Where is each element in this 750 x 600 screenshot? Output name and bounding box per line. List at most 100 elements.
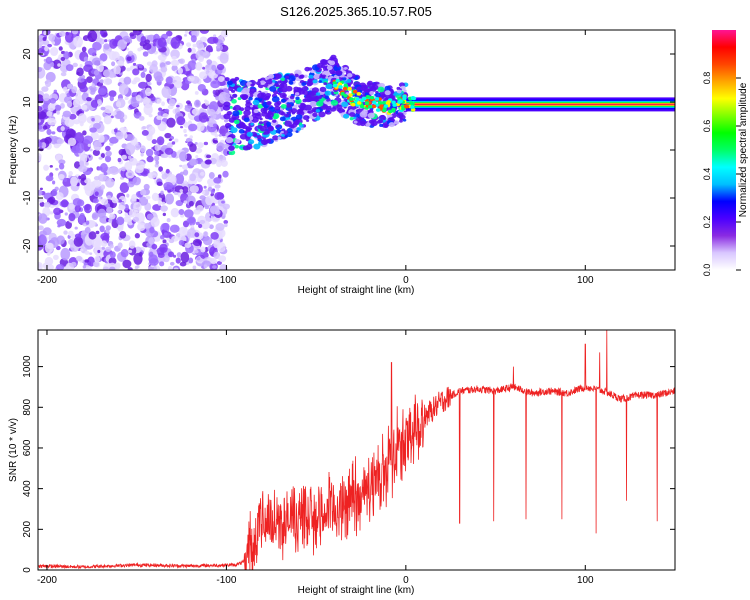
noise-blob [191, 224, 195, 229]
ridge-core-blob [372, 100, 377, 105]
noise-blob [160, 171, 165, 175]
ridge-blob [296, 111, 301, 115]
colorbar-gradient [712, 30, 736, 270]
ridge-blob [295, 130, 299, 133]
noise-blob [175, 104, 180, 108]
noise-blob [114, 110, 125, 120]
noise-blob [161, 86, 172, 98]
ridge-core-blob [386, 100, 391, 104]
noise-blob [164, 132, 172, 139]
noise-blob [180, 251, 190, 263]
ridge-core-blob [335, 78, 340, 83]
noise-blob [97, 99, 102, 105]
noise-blob [84, 259, 89, 263]
noise-blob [92, 149, 100, 156]
ridge-blob [233, 104, 242, 112]
ridge-blob [257, 92, 265, 99]
ridge-blob [315, 92, 321, 96]
snr-y-tick-label: 1000 [22, 355, 33, 378]
noise-blob [51, 188, 58, 197]
noise-blob [194, 142, 198, 145]
noise-blob [41, 49, 45, 53]
noise-blob [131, 193, 138, 202]
noise-blob [156, 98, 161, 104]
noise-blob [79, 85, 88, 93]
noise-blob [72, 198, 82, 206]
ridge-blob [318, 111, 326, 118]
snr-x-tick-label: -200 [37, 575, 57, 586]
noise-blob [41, 86, 49, 92]
ridge-blob [346, 78, 352, 83]
noise-blob [135, 94, 142, 102]
ridge-blob [258, 121, 264, 125]
ridge-blob [315, 109, 320, 113]
colorbar-tick-label: 0.8 [702, 72, 712, 85]
noise-blob [189, 143, 197, 153]
ridge-blob [330, 99, 339, 106]
noise-blob [104, 39, 108, 43]
noise-blob [204, 99, 208, 103]
ridge-blob [278, 88, 283, 92]
noise-blob [45, 56, 53, 64]
noise-blob [159, 261, 165, 267]
noise-blob [38, 111, 47, 120]
noise-blob [142, 51, 149, 57]
noise-blob [183, 121, 190, 128]
noise-blob [122, 259, 132, 269]
noise-blob [87, 256, 95, 267]
ridge-blob [335, 70, 343, 76]
noise-blob [199, 171, 205, 176]
noise-blob [160, 235, 165, 240]
noise-blob [117, 39, 127, 50]
noise-blob [56, 218, 67, 227]
noise-blob [109, 213, 116, 220]
ridge-core-blob [332, 83, 338, 88]
ridge-blob [313, 74, 320, 80]
noise-blob [86, 76, 93, 84]
noise-blob [199, 30, 210, 34]
noise-blob [123, 76, 132, 85]
ridge-blob [379, 123, 384, 127]
noise-blob [142, 96, 151, 106]
noise-blob [38, 234, 47, 247]
noise-blob [207, 109, 216, 116]
noise-blob [154, 163, 159, 168]
noise-blob [73, 161, 81, 169]
noise-blob [89, 148, 93, 152]
ridge-core-blob [365, 94, 371, 99]
noise-blob [67, 137, 77, 147]
noise-blob [140, 152, 144, 157]
ridge-blob [268, 73, 275, 79]
noise-blob [164, 193, 175, 205]
ridge-blob [269, 85, 277, 92]
noise-blob [39, 201, 45, 207]
noise-blob [187, 183, 192, 187]
noise-blob [158, 107, 163, 112]
noise-blob [154, 75, 164, 83]
noise-blob [52, 254, 59, 261]
noise-blob [109, 166, 120, 175]
band-layer [405, 103, 675, 106]
noise-blob [195, 61, 203, 71]
noise-blob [157, 201, 162, 206]
ridge-blob [321, 59, 329, 66]
snr-frame [37, 329, 676, 571]
ridge-blob [232, 93, 238, 98]
ridge-blob [272, 135, 279, 141]
noise-blob [43, 202, 51, 208]
noise-blob [204, 159, 212, 165]
noise-blob [63, 230, 68, 235]
noise-blob [210, 232, 219, 240]
ridge-blob [312, 112, 318, 117]
noise-blob [187, 47, 192, 53]
noise-blob [46, 252, 51, 256]
noise-blob [203, 185, 207, 189]
snr-y-label: SNR (10 * v/v) [8, 418, 19, 482]
noise-blob [151, 139, 157, 145]
noise-blob [55, 167, 59, 171]
noise-blob [195, 155, 199, 160]
noise-blob [97, 208, 107, 219]
noise-blob [206, 154, 212, 159]
noise-blob [75, 255, 83, 262]
noise-blob [97, 173, 107, 182]
